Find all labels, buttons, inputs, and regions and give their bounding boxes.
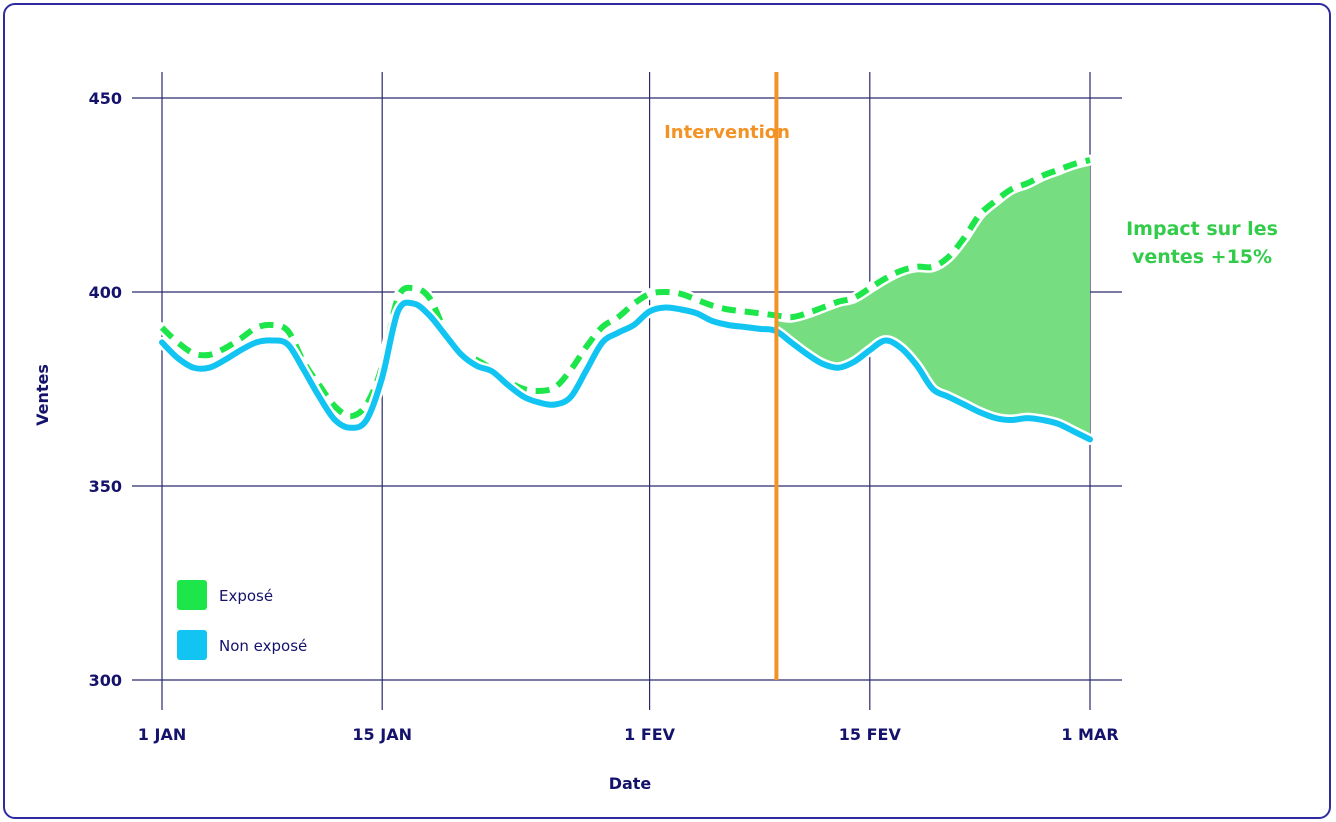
x-tick-label: 1 FEV [624, 725, 676, 744]
y-tick-label: 450 [89, 89, 122, 108]
impact-fill [775, 160, 1090, 440]
legend-label-non-expose: Non exposé [219, 637, 307, 655]
legend-label-expose: Exposé [219, 587, 273, 605]
y-tick-label: 350 [89, 477, 122, 496]
impact-annotation-line1: Impact sur les [1126, 218, 1278, 240]
chart-frame [3, 3, 1331, 819]
series-line-non-expose [159, 299, 1093, 443]
series-layer [156, 154, 1096, 445]
x-tick-label: 1 MAR [1061, 725, 1118, 744]
legend-swatch-non-expose [177, 630, 207, 660]
legend-item-expose: Exposé [177, 580, 273, 610]
x-tick-label: 15 FEV [839, 725, 902, 744]
legend-item-non-expose: Non exposé [177, 630, 307, 660]
y-tick-label: 300 [89, 671, 122, 690]
legend: Exposé Non exposé [177, 580, 307, 660]
series-line-expose [159, 157, 1091, 420]
legend-swatch-expose [177, 580, 207, 610]
x-axis-title: Date [609, 774, 652, 793]
x-axis-ticks: 1 JAN 15 JAN 1 FEV 15 FEV 1 MAR [138, 725, 1119, 744]
y-axis-title: Ventes [33, 364, 52, 426]
y-axis-ticks: 300 350 400 450 [89, 89, 122, 690]
y-tick-label: 400 [89, 283, 122, 302]
x-tick-label: 1 JAN [138, 725, 186, 744]
impact-area [775, 160, 1090, 440]
intervention-label: Intervention [664, 122, 790, 143]
x-tick-label: 15 JAN [352, 725, 412, 744]
impact-annotation-line2: ventes +15% [1132, 246, 1272, 268]
